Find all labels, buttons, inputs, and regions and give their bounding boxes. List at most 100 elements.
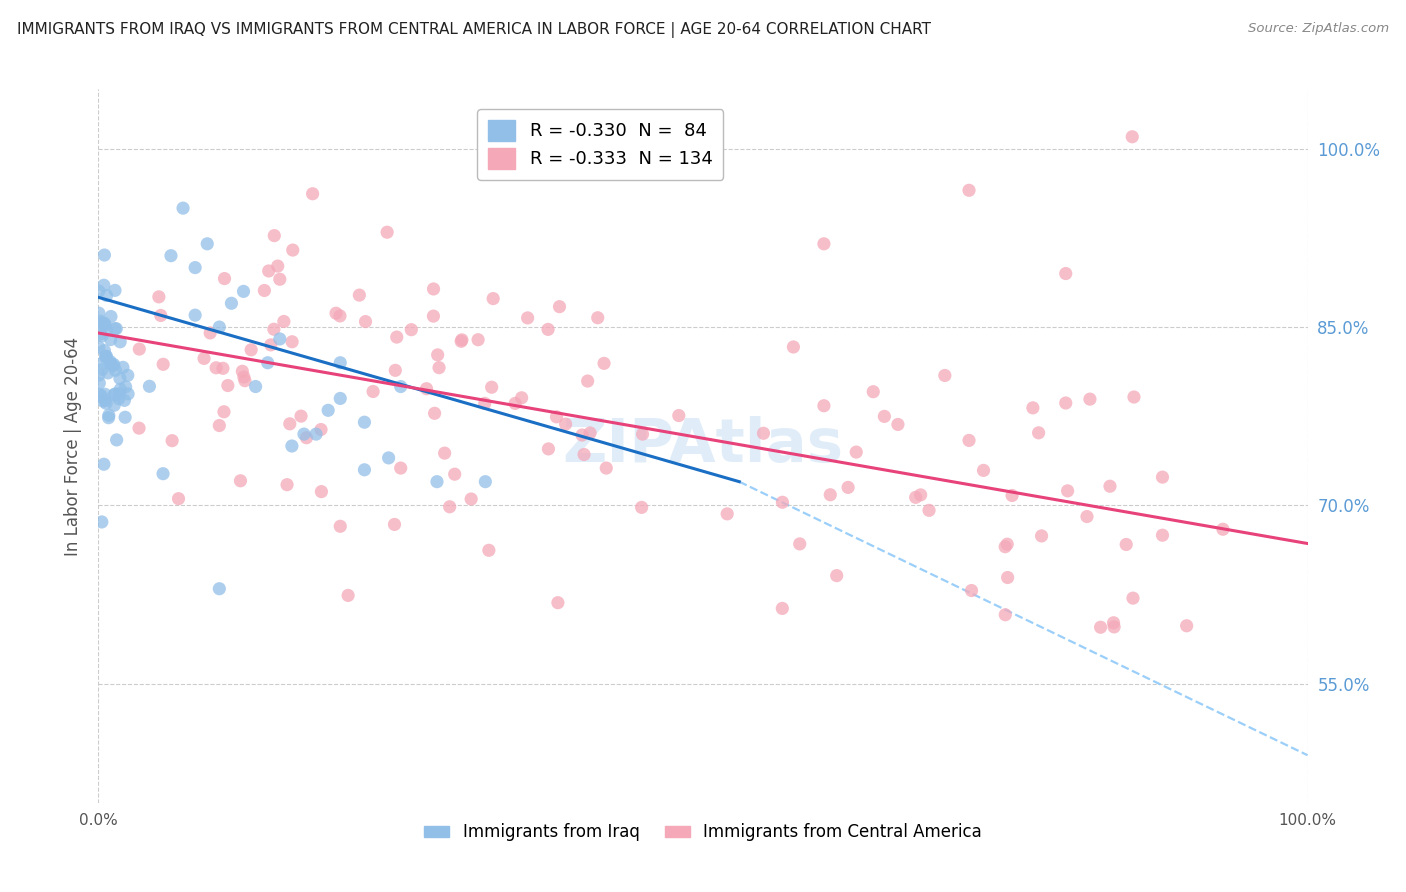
Point: [269, 272, 291, 286]
Point: [117, 387, 139, 401]
Point: [148, 290, 170, 304]
Point: [104, 284, 127, 298]
Point: [450, 334, 472, 349]
Point: [1078, 392, 1101, 406]
Point: [595, 461, 617, 475]
Point: [93, 318, 115, 332]
Point: [103, 388, 125, 402]
Point: [1076, 509, 1098, 524]
Point: [110, 382, 132, 396]
Point: [91, 328, 114, 343]
Point: [1102, 620, 1125, 634]
Point: [97, 409, 120, 423]
Point: [510, 391, 533, 405]
Point: [439, 500, 461, 514]
Point: [108, 334, 131, 349]
Point: [221, 296, 243, 310]
Point: [1054, 267, 1077, 281]
Point: [813, 399, 835, 413]
Text: ZIPAtlas: ZIPAtlas: [562, 417, 844, 475]
Point: [89, 316, 111, 330]
Point: [593, 356, 616, 370]
Point: [716, 507, 738, 521]
Point: [309, 423, 332, 437]
Point: [217, 378, 239, 392]
Point: [104, 387, 127, 401]
Point: [427, 360, 450, 375]
Point: [94, 318, 117, 333]
Point: [311, 484, 333, 499]
Point: [1031, 529, 1053, 543]
Point: [91, 394, 114, 409]
Point: [94, 393, 117, 408]
Point: [103, 359, 125, 373]
Point: [934, 368, 956, 383]
Text: IMMIGRANTS FROM IRAQ VS IMMIGRANTS FROM CENTRAL AMERICA IN LABOR FORCE | AGE 20-: IMMIGRANTS FROM IRAQ VS IMMIGRANTS FROM …: [17, 22, 931, 38]
Point: [87, 306, 110, 320]
Point: [263, 322, 285, 336]
Point: [503, 396, 526, 410]
Point: [422, 309, 444, 323]
Point: [1056, 483, 1078, 498]
Point: [205, 360, 228, 375]
Point: [212, 361, 235, 376]
Point: [329, 309, 352, 323]
Point: [96, 288, 118, 302]
Point: [245, 379, 267, 393]
Point: [537, 322, 560, 336]
Point: [90, 389, 112, 403]
Point: [377, 450, 399, 465]
Point: [349, 288, 371, 302]
Point: [160, 434, 183, 448]
Point: [316, 403, 339, 417]
Point: [305, 427, 328, 442]
Point: [100, 357, 122, 371]
Point: [422, 282, 444, 296]
Point: [973, 463, 995, 477]
Point: [93, 457, 115, 471]
Point: [994, 607, 1017, 622]
Point: [292, 427, 315, 442]
Point: [1175, 619, 1198, 633]
Point: [353, 415, 375, 429]
Point: [232, 370, 254, 384]
Point: [375, 225, 398, 239]
Point: [290, 409, 312, 424]
Point: [887, 417, 910, 432]
Point: [389, 461, 412, 475]
Point: [482, 292, 505, 306]
Point: [87, 284, 110, 298]
Point: [198, 326, 221, 340]
Point: [93, 248, 115, 262]
Y-axis label: In Labor Force | Age 20-64: In Labor Force | Age 20-64: [63, 336, 82, 556]
Point: [1152, 528, 1174, 542]
Point: [1121, 129, 1143, 144]
Point: [337, 589, 360, 603]
Point: [240, 343, 263, 357]
Point: [103, 358, 125, 372]
Point: [91, 356, 114, 370]
Point: [167, 491, 190, 506]
Point: [90, 515, 112, 529]
Point: [233, 374, 256, 388]
Point: [128, 342, 150, 356]
Point: [460, 491, 482, 506]
Point: [97, 366, 120, 380]
Point: [301, 186, 323, 201]
Point: [253, 284, 276, 298]
Point: [260, 338, 283, 352]
Point: [837, 480, 859, 494]
Point: [87, 340, 110, 354]
Point: [108, 392, 131, 406]
Point: [96, 349, 118, 363]
Point: [1022, 401, 1045, 415]
Point: [100, 355, 122, 369]
Point: [325, 306, 347, 320]
Point: [1123, 390, 1146, 404]
Point: [547, 596, 569, 610]
Point: [329, 519, 352, 533]
Point: [451, 333, 474, 347]
Point: [546, 409, 568, 424]
Point: [256, 356, 278, 370]
Point: [295, 431, 318, 445]
